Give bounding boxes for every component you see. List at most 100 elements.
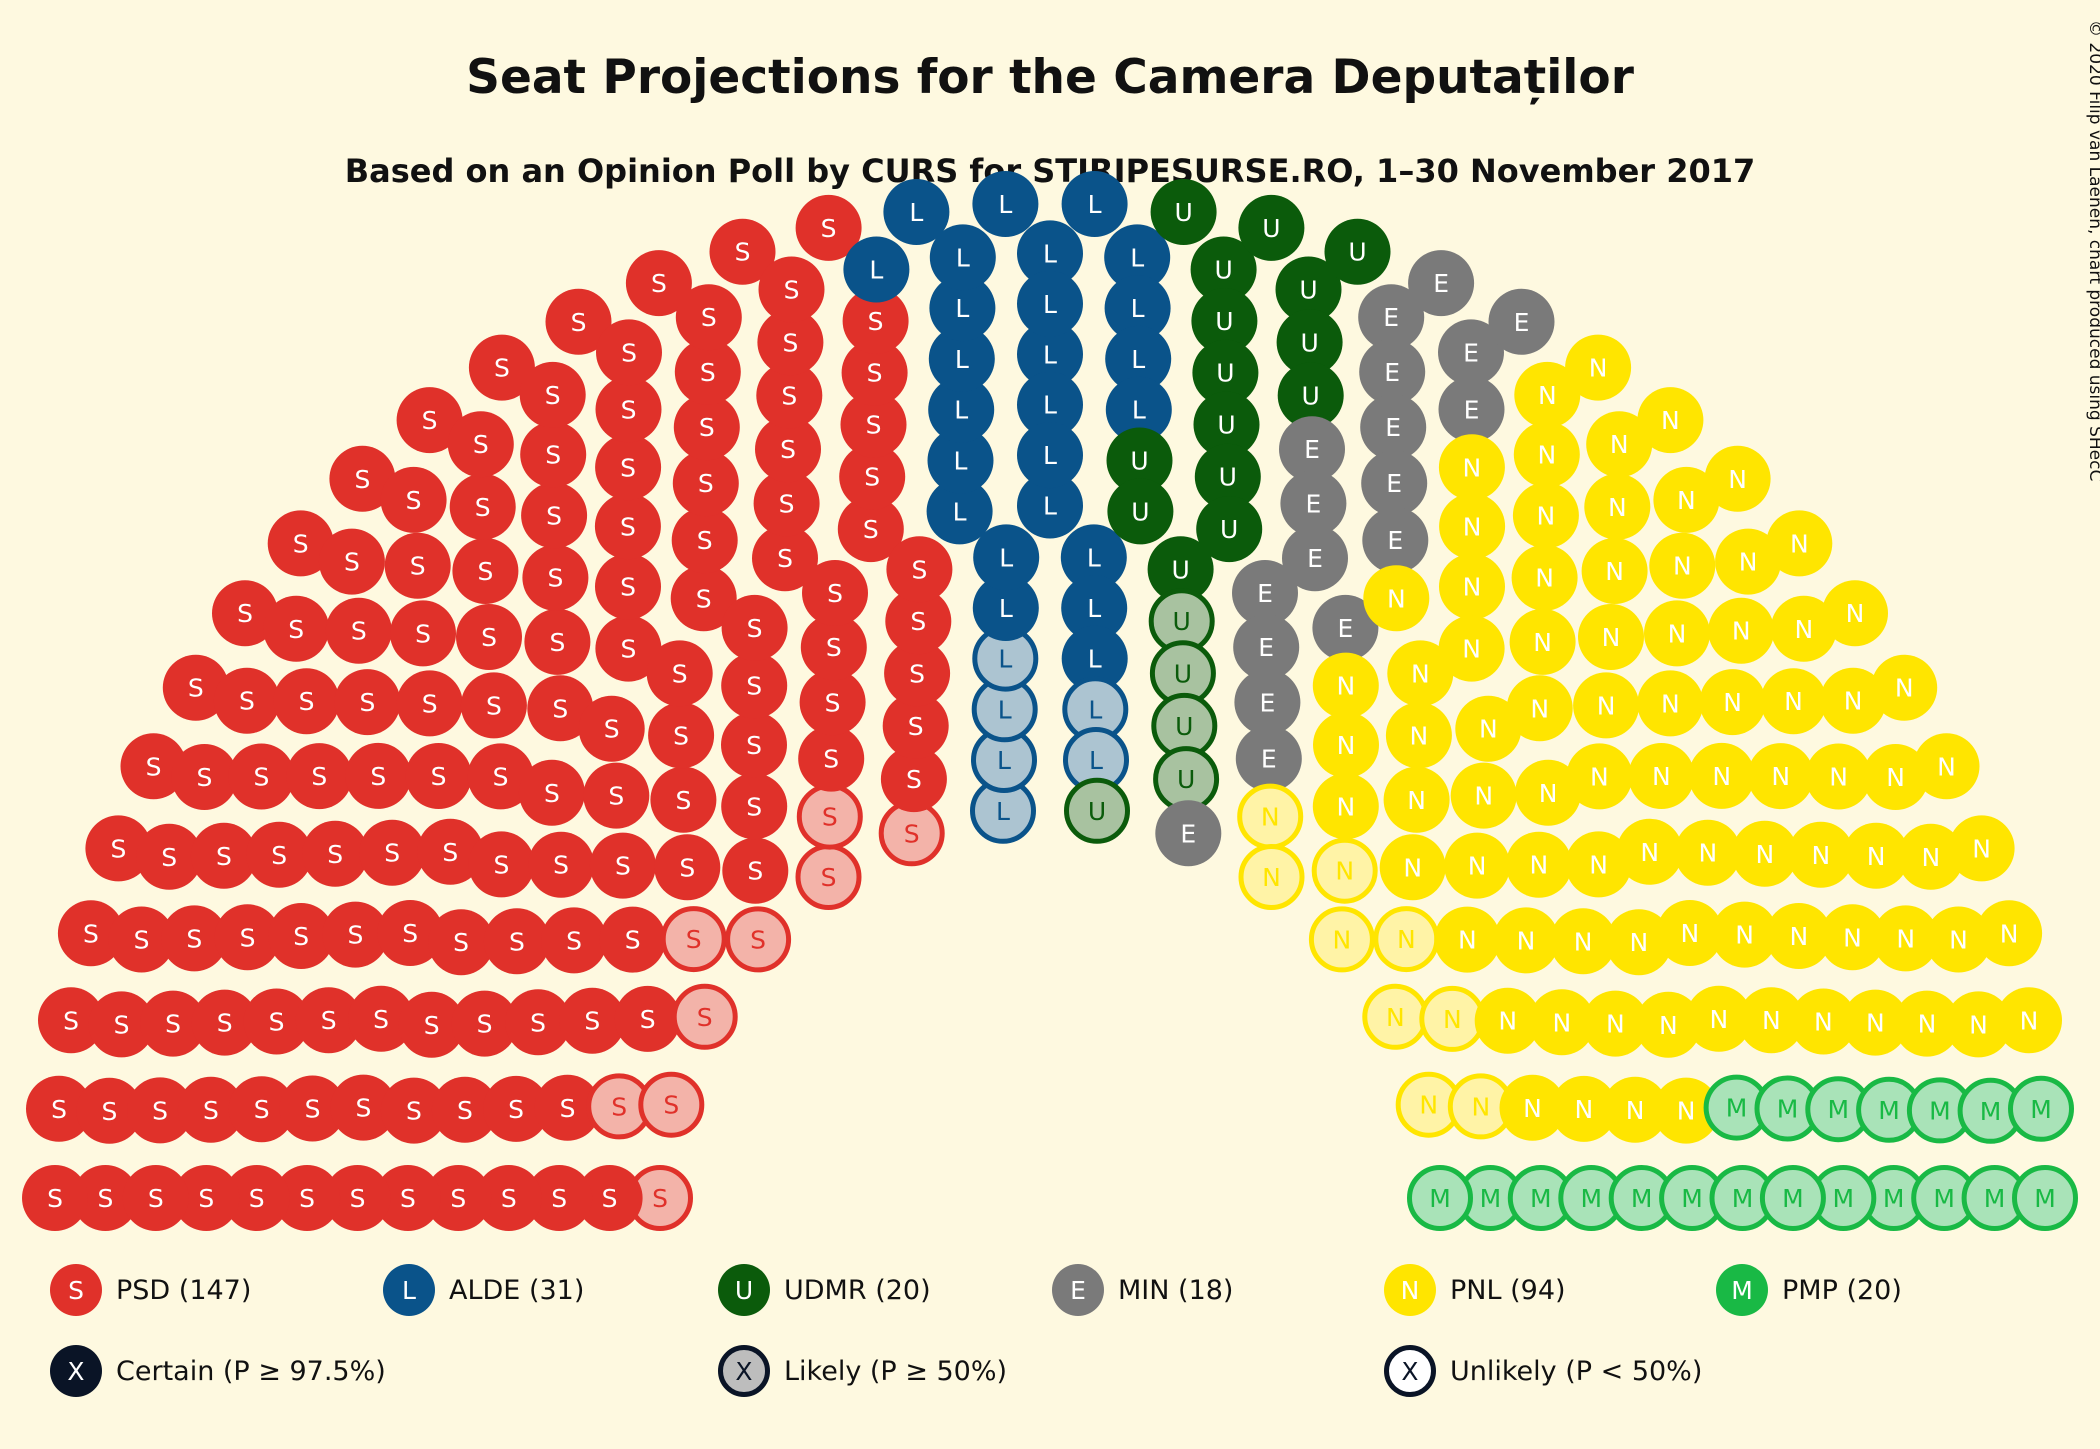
svg-text:N: N — [1630, 928, 1649, 957]
seat-n-certain: N — [1637, 387, 1704, 454]
svg-text:S: S — [621, 338, 637, 367]
svg-text:E: E — [1304, 435, 1320, 464]
seat-n-certain: N — [1474, 987, 1541, 1054]
svg-text:L: L — [1130, 243, 1144, 272]
seat-s-certain: S — [752, 525, 818, 592]
seat-n-certain: N — [1566, 743, 1633, 810]
svg-text:S: S — [584, 1007, 600, 1036]
seat-s-certain: S — [884, 640, 951, 707]
svg-text:U: U — [1300, 328, 1318, 357]
seat-s-certain: S — [246, 821, 313, 888]
svg-text:N: N — [1419, 1091, 1438, 1120]
svg-text:M: M — [2034, 1184, 2056, 1213]
seat-s-certain: S — [171, 744, 238, 810]
svg-text:S: S — [457, 1096, 473, 1125]
svg-text:E: E — [1261, 745, 1277, 774]
legend-label: Likely (P ≥ 50%) — [784, 1355, 1008, 1387]
seat-s-certain: S — [545, 288, 612, 355]
seat-l-certain: L — [1017, 270, 1083, 337]
svg-text:U: U — [1173, 607, 1191, 636]
seat-l-certain: L — [929, 224, 996, 291]
seat-m-likely: M — [2012, 1165, 2078, 1231]
svg-text:S: S — [551, 1184, 567, 1213]
seat-s-certain: S — [322, 901, 389, 968]
svg-text:S: S — [571, 308, 587, 337]
svg-text:S: S — [672, 659, 688, 688]
seat-m-likely: M — [2008, 1075, 2074, 1142]
seat-s-certain: S — [396, 387, 463, 454]
seat-n-certain: N — [1578, 604, 1644, 670]
seat-m-likely: M — [1407, 1165, 1473, 1231]
legend-swatch: X — [718, 1345, 770, 1397]
svg-text:S: S — [271, 841, 287, 870]
legend-item-u: U UDMR (20) — [718, 1262, 931, 1318]
seat-n-certain: N — [1948, 815, 2015, 882]
seat-e-certain: E — [1360, 394, 1427, 461]
seat-n-certain: N — [1602, 1076, 1669, 1143]
svg-text:L: L — [869, 256, 883, 285]
svg-text:S: S — [777, 544, 793, 573]
seat-s-certain: S — [559, 987, 626, 1054]
svg-text:N: N — [1811, 841, 1830, 870]
svg-text:S: S — [402, 919, 418, 948]
seat-s-certain: S — [757, 309, 824, 376]
svg-text:S: S — [359, 688, 375, 717]
svg-text:S: S — [780, 435, 796, 464]
seat-s-certain: S — [274, 1165, 341, 1231]
svg-text:N: N — [1407, 786, 1426, 815]
svg-text:S: S — [63, 1006, 79, 1035]
svg-text:L: L — [954, 447, 968, 476]
seat-n-likely: N — [1311, 837, 1378, 904]
svg-text:N: N — [1829, 763, 1848, 792]
svg-text:N: N — [1397, 925, 1416, 954]
seat-e-certain: E — [1358, 284, 1425, 351]
seat-n-certain: N — [1894, 990, 1960, 1057]
seat-n-certain: N — [1913, 733, 1980, 800]
svg-text:S: S — [254, 1095, 270, 1124]
seat-n-certain: N — [1688, 742, 1755, 809]
legend-item-certain: X Certain (P ≥ 97.5%) — [50, 1343, 386, 1399]
seat-s-certain: S — [541, 907, 607, 974]
svg-text:S: S — [652, 1184, 668, 1213]
svg-text:M: M — [1480, 1184, 1502, 1213]
svg-text:S: S — [863, 515, 879, 544]
svg-text:S: S — [552, 694, 568, 723]
legend-swatch: N — [1384, 1264, 1436, 1316]
svg-text:L: L — [999, 543, 1013, 572]
seat-s-certain: S — [673, 394, 740, 461]
seat-s-certain: S — [798, 725, 865, 792]
svg-text:U: U — [1215, 307, 1233, 336]
seat-s-certain: S — [162, 654, 229, 721]
seat-n-certain: N — [1434, 906, 1501, 973]
seat-n-certain: N — [1493, 907, 1559, 974]
svg-text:N: N — [1680, 919, 1699, 948]
svg-text:N: N — [1735, 921, 1754, 950]
seat-l-certain: L — [973, 524, 1040, 591]
svg-text:N: N — [1895, 674, 1914, 703]
svg-text:N: N — [1463, 573, 1482, 602]
svg-text:N: N — [1517, 926, 1536, 955]
svg-text:N: N — [1606, 1010, 1625, 1039]
svg-text:N: N — [1337, 731, 1356, 760]
svg-text:N: N — [1762, 1006, 1781, 1035]
seat-m-likely: M — [1759, 1165, 1826, 1231]
seat-s-certain: S — [534, 1074, 601, 1141]
seat-s-certain: S — [755, 416, 821, 483]
seat-n-certain: N — [1515, 759, 1582, 826]
seat-s-certain: S — [380, 466, 447, 533]
seat-u-certain: U — [1277, 362, 1344, 429]
seat-n-certain: N — [1871, 654, 1938, 721]
seat-n-certain: N — [1635, 991, 1702, 1058]
legend-label: ALDE (31) — [449, 1274, 585, 1306]
svg-text:S: S — [530, 1008, 546, 1037]
seat-l-certain: L — [1105, 325, 1172, 392]
svg-text:N: N — [1728, 465, 1747, 494]
svg-text:N: N — [1739, 548, 1758, 577]
seat-s-certain: S — [108, 906, 175, 973]
svg-text:S: S — [114, 1010, 130, 1039]
seat-s-certain: S — [589, 832, 656, 899]
seat-s-certain: S — [214, 904, 281, 971]
svg-text:N: N — [1538, 381, 1557, 410]
svg-text:N: N — [1732, 617, 1751, 646]
svg-text:S: S — [675, 786, 691, 815]
